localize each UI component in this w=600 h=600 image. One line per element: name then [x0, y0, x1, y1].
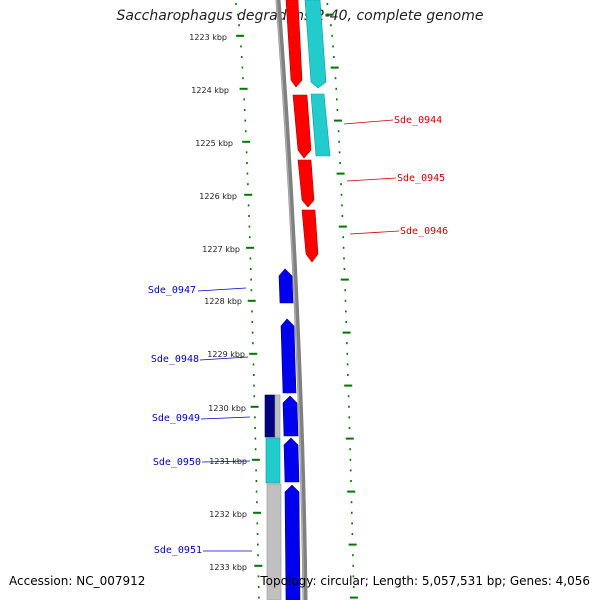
gene-arrow-cyan[interactable] [304, 0, 327, 89]
leader-line [346, 177, 397, 182]
kbp-label: 1230 kbp [208, 404, 246, 413]
gene-labels: Sde_0944 Sde_0945 Sde_0946 Sde_0947 Sde_… [148, 115, 448, 556]
gene-block-cyan[interactable] [265, 437, 281, 484]
gene-arrow-blue[interactable] [282, 395, 299, 437]
gene-label-sde-0947[interactable]: Sde_0947 [148, 285, 196, 296]
blue-gene-features [264, 268, 301, 600]
gene-arrow-red[interactable] [285, 0, 303, 88]
gene-block-gray[interactable] [266, 483, 282, 600]
gene-arrow-cyan[interactable] [310, 93, 331, 157]
topology-text: Topology: circular; Length: 5,057,531 bp… [260, 574, 590, 588]
gene-arrow-red[interactable] [292, 94, 312, 159]
outer-tick-track [325, 3, 358, 599]
gene-label-sde-0951[interactable]: Sde_0951 [154, 545, 202, 556]
leader-line [349, 230, 400, 235]
red-gene-features [285, 0, 319, 263]
genome-backbone-highlight [275, 0, 305, 600]
leader-line [343, 119, 394, 125]
gene-arrow-blue[interactable] [278, 268, 294, 304]
kbp-label: 1224 kbp [191, 86, 229, 95]
gene-label-sde-0948[interactable]: Sde_0948 [151, 354, 199, 365]
leader-line [200, 416, 251, 420]
kbp-label: 1225 kbp [195, 139, 233, 148]
gene-arrow-blue[interactable] [283, 437, 300, 483]
genome-title: Saccharophagus degradans 2-40, complete … [116, 8, 484, 24]
gene-label-sde-0944[interactable]: Sde_0944 [394, 115, 442, 126]
kbp-label: 1229 kbp [207, 350, 245, 359]
accession-text: Accession: NC_007912 [9, 574, 146, 588]
leader-line [201, 460, 251, 463]
kbp-label: 1226 kbp [199, 192, 237, 201]
gene-label-sde-0949[interactable]: Sde_0949 [152, 413, 200, 424]
gene-block-navy[interactable] [264, 394, 276, 438]
kbp-ruler: 1223 kbp 1224 kbp 1225 kbp 1226 kbp 1227… [189, 33, 247, 572]
gene-arrow-blue[interactable] [284, 484, 301, 600]
gene-arrow-blue[interactable] [280, 318, 297, 394]
gene-label-sde-0945[interactable]: Sde_0945 [397, 173, 445, 184]
inner-tick-track [235, 3, 263, 599]
kbp-label: 1223 kbp [189, 33, 227, 42]
leader-line [199, 356, 249, 361]
gene-block-gray[interactable] [274, 394, 281, 438]
kbp-label: 1232 kbp [209, 510, 247, 519]
gene-label-sde-0950[interactable]: Sde_0950 [153, 457, 201, 468]
kbp-label: 1228 kbp [204, 297, 242, 306]
gene-arrow-red[interactable] [301, 209, 319, 263]
gene-label-sde-0946[interactable]: Sde_0946 [400, 226, 448, 237]
kbp-label: 1227 kbp [202, 245, 240, 254]
gene-arrow-red[interactable] [297, 159, 315, 208]
genome-backbone [275, 0, 308, 600]
kbp-label: 1233 kbp [209, 563, 247, 572]
outer-strand-features [304, 0, 331, 157]
leader-line [197, 287, 247, 292]
